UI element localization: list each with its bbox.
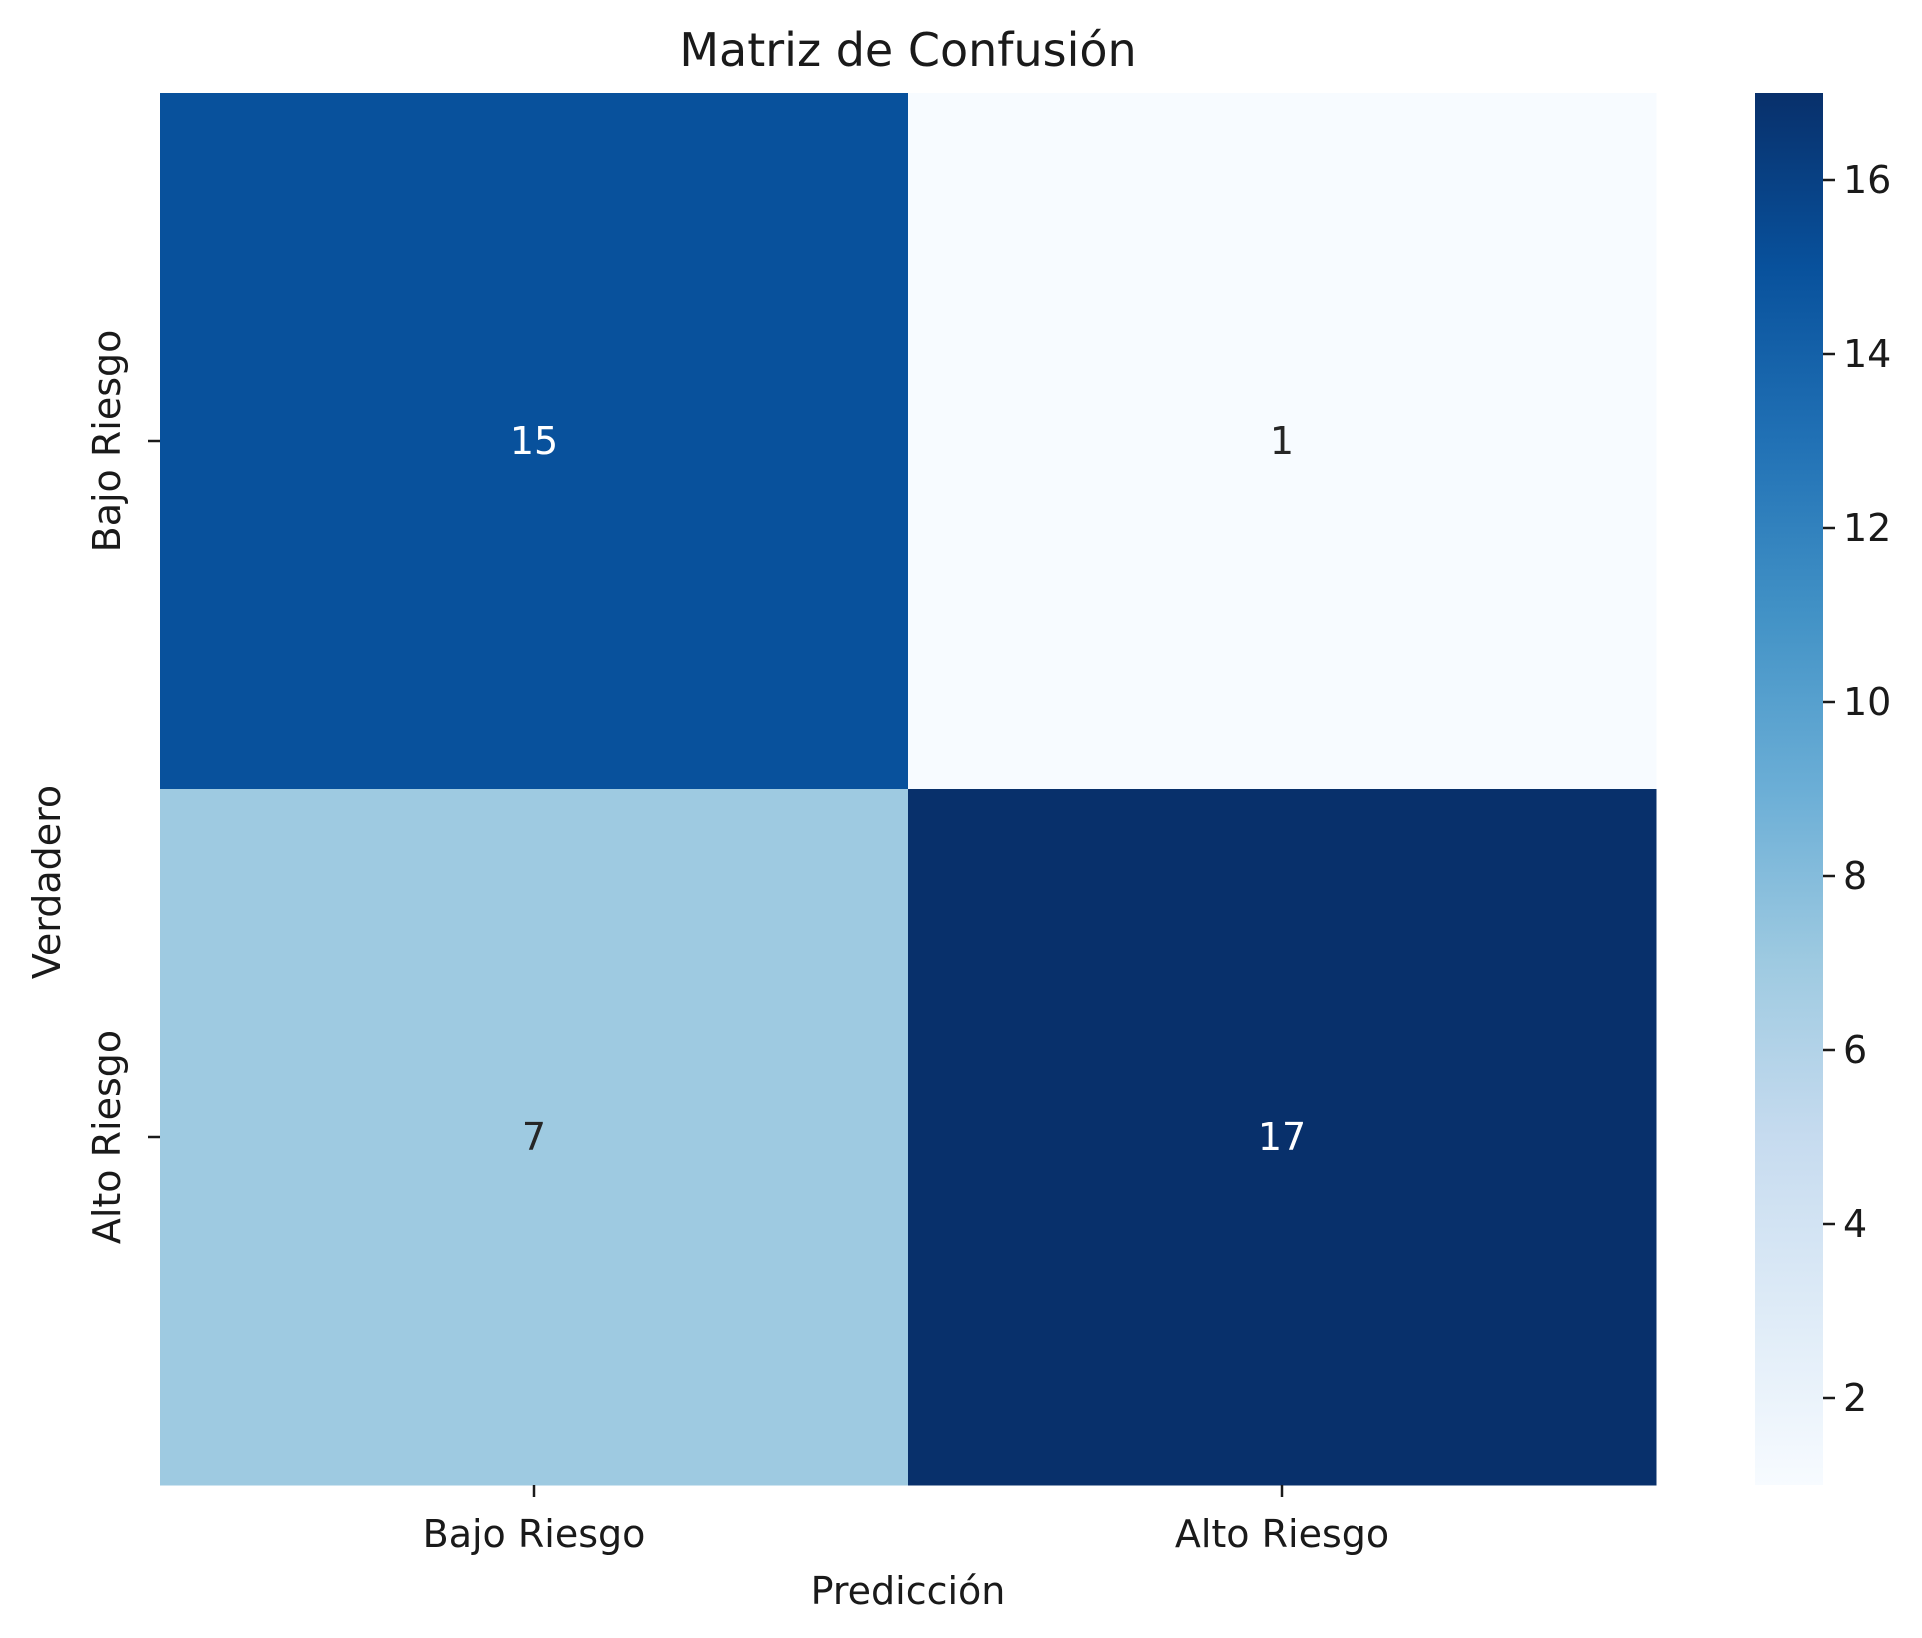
heatmap-cells: [160, 93, 1657, 1486]
heatmap-cell: [160, 789, 909, 1486]
colorbar-tick-label: 14: [1843, 332, 1891, 376]
heatmap-cell: [908, 789, 1657, 1486]
x-tick-label: Bajo Riesgo: [423, 1512, 646, 1556]
y-tick-label: Alto Riesgo: [85, 1030, 129, 1244]
x-axis-label: Predicción: [811, 1569, 1006, 1613]
colorbar-tick-label: 16: [1843, 158, 1891, 202]
heatmap-cell: [908, 93, 1657, 790]
heatmap-cell-label: 7: [522, 1115, 546, 1159]
colorbar-tick-label: 2: [1843, 1376, 1867, 1420]
heatmap-cell-label: 17: [1258, 1115, 1306, 1159]
heatmap-cell-label: 1: [1270, 419, 1294, 463]
y-tick-label: Bajo Riesgo: [85, 330, 129, 553]
chart-title: Matriz de Confusión: [679, 23, 1136, 77]
colorbar-tick-label: 12: [1843, 506, 1891, 550]
colorbar-tick-label: 6: [1843, 1028, 1867, 1072]
heatmap-cell-label: 15: [510, 419, 558, 463]
x-axis-ticks: Bajo Riesgo Alto Riesgo: [423, 1485, 1389, 1556]
y-axis-ticks: Bajo Riesgo Alto Riesgo: [85, 330, 160, 1244]
colorbar-tick-label: 4: [1843, 1202, 1867, 1246]
heatmap-cell-labels: 15 17 17: [510, 419, 1306, 1159]
heatmap-cell: [160, 93, 909, 790]
colorbar-tick-label: 10: [1843, 680, 1891, 724]
colorbar-tick-label: 8: [1843, 854, 1867, 898]
colorbar-ticks: 2 4 6 8 10 12 14 16: [1823, 158, 1891, 1420]
x-tick-label: Alto Riesgo: [1175, 1512, 1389, 1556]
colorbar: [1755, 93, 1823, 1485]
y-axis-label: Verdadero: [25, 785, 69, 979]
